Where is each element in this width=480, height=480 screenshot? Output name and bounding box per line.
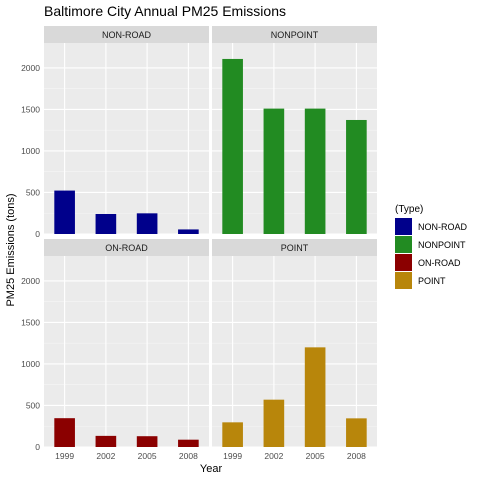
facet-strip-label: POINT [281,243,309,253]
y-tick-label: 500 [26,400,40,410]
facet-strip [44,239,209,256]
y-tick-label: 1000 [21,359,40,369]
y-tick-label: 500 [26,187,40,197]
x-tick-label: 1999 [55,451,74,461]
y-tick-label: 0 [35,229,40,239]
bar-nonpoint-2008 [346,119,367,234]
bar-on-road-1999 [54,418,75,447]
legend-key-on-road [395,254,412,271]
y-tick-label: 2000 [21,63,40,73]
x-tick-label: 2005 [138,451,157,461]
y-tick-label: 2000 [21,276,40,286]
bar-point-2005 [304,347,326,447]
bar-non-road-2008 [178,229,199,234]
legend-label-non-road: NON-ROAD [418,222,467,232]
facet-strip-label: ON-ROAD [105,243,148,253]
bar-point-2002 [263,399,285,447]
bar-on-road-2002 [95,435,117,447]
facet-nonpoint: NONPOINT [212,26,377,235]
bar-nonpoint-2005 [304,108,326,234]
x-tick-label: 2008 [179,451,198,461]
bar-on-road-2008 [178,439,199,447]
facet-strip-label: NON-ROAD [102,30,151,40]
x-tick-label: 2002 [96,451,115,461]
facet-non-road: NON-ROAD 0 500 1000 1500 2000 [21,26,209,239]
x-tick-label: 2005 [306,451,325,461]
legend-label-point: POINT [418,276,446,286]
facet-strip [44,26,209,43]
bar-point-1999 [222,422,243,447]
legend-key-nonpoint [395,236,412,253]
plot-panel [44,256,209,447]
x-tick-label: 1999 [223,451,242,461]
y-tick-label: 1500 [21,104,40,114]
legend-title: (Type) [395,204,423,215]
bar-nonpoint-1999 [222,58,243,234]
bar-nonpoint-2002 [263,108,285,234]
legend-key-point [395,272,412,289]
legend-key-non-road [395,218,412,235]
y-tick-label: 1500 [21,317,40,327]
bar-non-road-1999 [54,190,75,234]
bar-non-road-2002 [95,213,117,234]
y-axis-title: PM25 Emissions (tons) [5,193,17,306]
chart-title: Baltimore City Annual PM25 Emissions [44,3,286,19]
facet-on-road: ON-ROAD 0 500 1000 1500 2000 1999 2002 2005 2008 [21,239,209,461]
x-axis-title: Year [200,463,223,475]
facet-strip [212,239,377,256]
legend-label-nonpoint: NONPOINT [418,240,466,250]
facet-panels: NON-ROAD 0 500 1000 1500 2000 NONPOINT ON-ROAD 0… [21,26,377,461]
y-tick-label: 1000 [21,146,40,156]
x-tick-label: 2008 [347,451,366,461]
plot-panel [212,256,377,447]
legend-label-on-road: ON-ROAD [418,258,461,268]
legend: (Type) NON-ROAD NONPOINT ON-ROAD POINT [395,204,467,289]
bar-point-2008 [346,418,367,447]
bar-non-road-2005 [136,213,158,234]
facet-strip-label: NONPOINT [271,30,319,40]
y-tick-label: 0 [35,442,40,452]
facet-strip [212,26,377,43]
x-tick-label: 2002 [264,451,283,461]
bar-on-road-2005 [136,436,158,447]
facet-point: POINT 1999 2002 2005 2008 [212,239,377,461]
